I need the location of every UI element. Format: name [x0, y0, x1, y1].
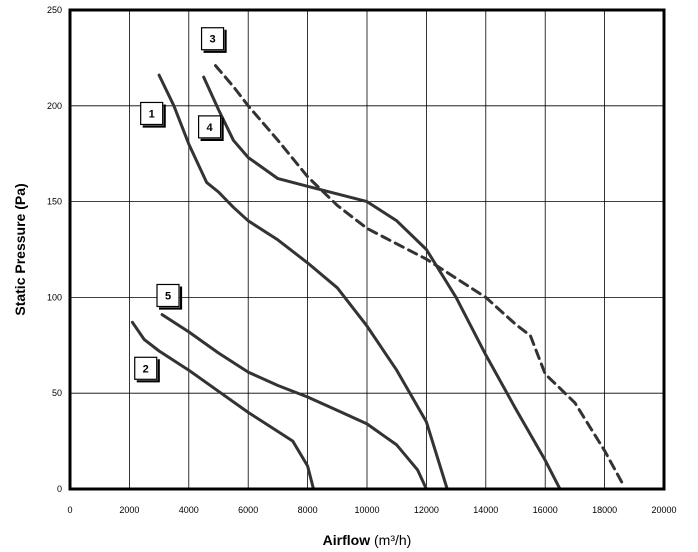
callout-shadow-5: [159, 286, 183, 310]
callout-3: 3: [200, 27, 227, 53]
callout-box-1: [140, 101, 164, 126]
callout-label-2: 2: [143, 363, 149, 375]
callout-2: 2: [134, 356, 160, 383]
callout-label-3: 3: [209, 34, 215, 46]
callout-label-1: 1: [149, 108, 155, 120]
y-tick-label-200: 200: [47, 101, 62, 111]
x-tick-label-14000: 14000: [473, 505, 498, 515]
x-tick-label-4000: 4000: [179, 505, 199, 515]
callout-label-5: 5: [165, 290, 171, 302]
callout-label-4: 4: [207, 122, 214, 134]
grid-lines: [69, 9, 665, 490]
callout-shadow-2: [136, 359, 160, 383]
curve-2: [130, 320, 315, 491]
callout-box-4: [197, 115, 222, 139]
curve-callouts: 1 2 3 4 5: [134, 27, 227, 383]
callout-1: 1: [140, 101, 166, 128]
curve-3: [214, 64, 624, 485]
x-axis-title-unit: (m³/h): [374, 532, 411, 548]
callout-shadow-3: [203, 29, 227, 53]
callout-box-5: [156, 283, 180, 308]
curve-5: [160, 313, 428, 491]
curve-4: [202, 75, 562, 491]
y-tick-label-250: 250: [47, 5, 62, 15]
callout-shadow-1: [142, 104, 166, 128]
callout-box-2: [134, 356, 158, 380]
x-axis-title-main: Airflow: [323, 532, 371, 548]
performance-curves: [130, 64, 624, 491]
x-tick-labels: 0 2000 4000 6000 8000 10000 12000 14000 16000 180…: [67, 505, 676, 515]
callout-4: 4: [197, 115, 224, 141]
x-tick-label-8000: 8000: [298, 505, 318, 515]
callout-5: 5: [156, 283, 183, 310]
callout-box-3: [200, 27, 225, 51]
x-tick-label-0: 0: [67, 505, 72, 515]
x-tick-label-20000: 20000: [651, 505, 676, 515]
x-tick-label-18000: 18000: [592, 505, 617, 515]
plot-frame: [68, 8, 666, 491]
y-tick-labels: 0 50 100 150 200 250: [47, 5, 62, 494]
x-tick-label-16000: 16000: [533, 505, 558, 515]
x-axis-title: Airflow (m³/h): [323, 532, 412, 548]
x-tick-label-2000: 2000: [119, 505, 139, 515]
x-tick-label-10000: 10000: [354, 505, 379, 515]
y-tick-label-150: 150: [47, 197, 62, 207]
callout-shadow-4: [200, 117, 224, 141]
x-tick-label-6000: 6000: [238, 505, 258, 515]
y-tick-label-0: 0: [57, 484, 62, 494]
y-tick-label-50: 50: [52, 388, 62, 398]
y-axis-title: Static Pressure (Pa): [12, 183, 28, 315]
curve-1: [157, 73, 449, 491]
y-tick-label-100: 100: [47, 292, 62, 302]
x-tick-label-12000: 12000: [414, 505, 439, 515]
